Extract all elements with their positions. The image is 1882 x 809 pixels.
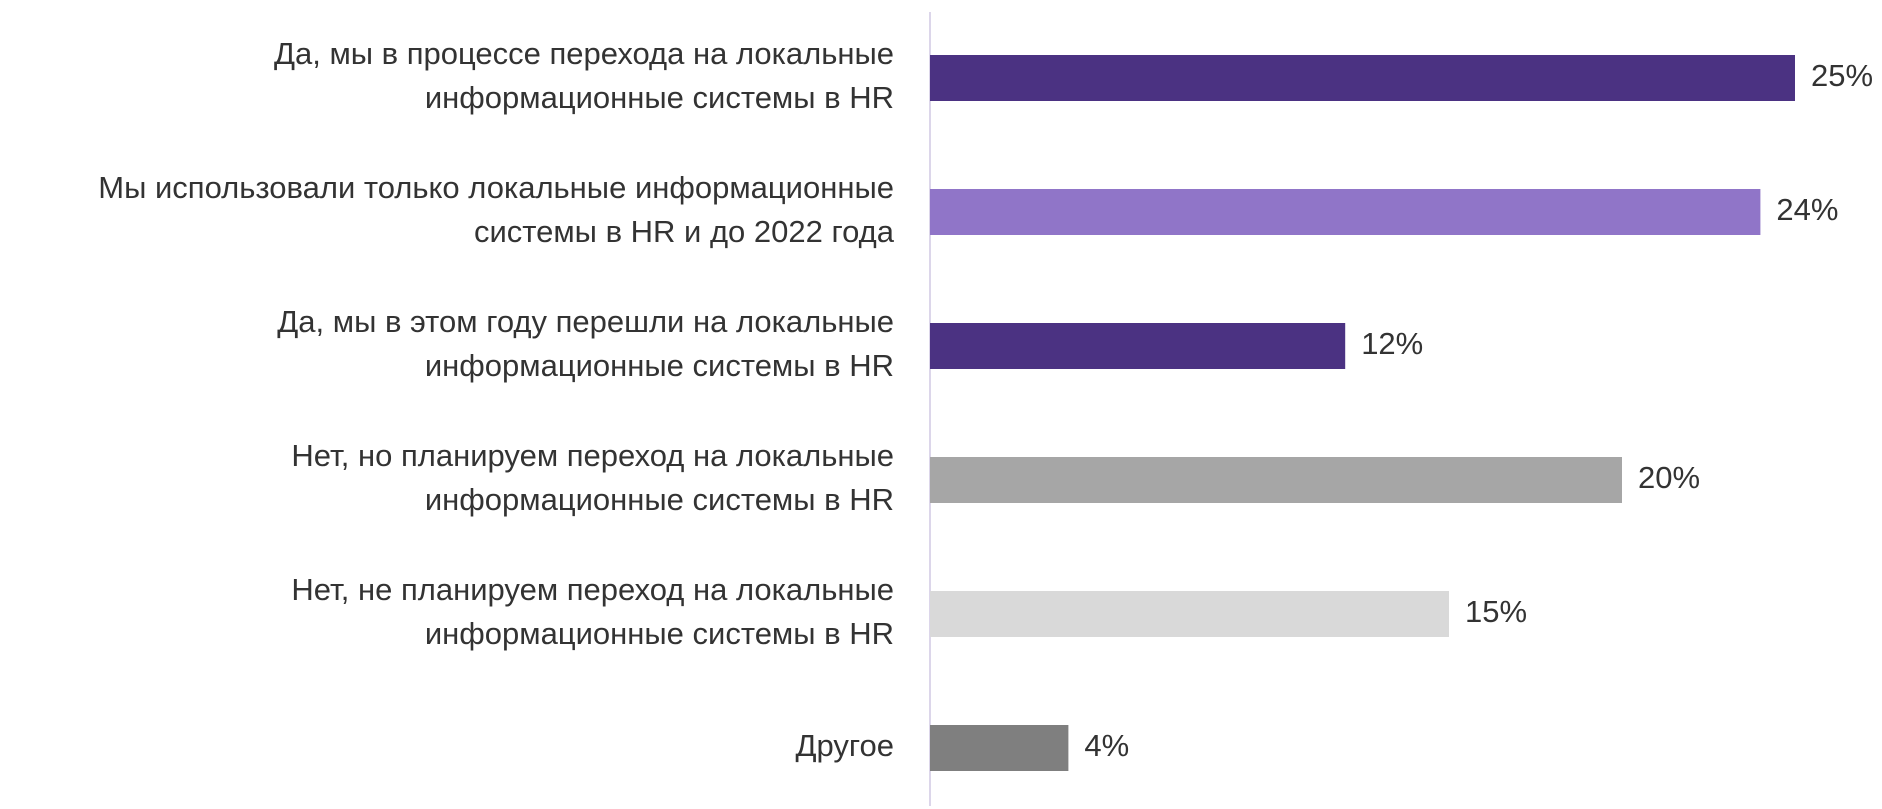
bar: [930, 55, 1795, 101]
bar: [930, 457, 1622, 503]
bar: [930, 323, 1346, 369]
category-label: Да, мы в этом году перешли на локальные и…: [277, 304, 894, 383]
bar: [930, 591, 1449, 637]
bar: [930, 725, 1069, 771]
value-label: 20%: [1638, 460, 1700, 495]
category-label: Нет, но планируем переход на локальные ин…: [291, 438, 894, 517]
value-label: 24%: [1776, 192, 1838, 227]
value-label: 25%: [1811, 58, 1873, 93]
value-label: 4%: [1084, 728, 1129, 763]
category-label: Мы использовали только локальные информа…: [98, 170, 894, 249]
value-label: 15%: [1465, 594, 1527, 629]
value-label: 12%: [1361, 326, 1423, 361]
category-label: Другое: [796, 728, 895, 763]
category-label: Да, мы в процессе перехода на локальные и…: [274, 36, 894, 115]
category-label: Нет, не планируем переход на локальные ин…: [291, 572, 894, 651]
bar: [930, 189, 1761, 235]
